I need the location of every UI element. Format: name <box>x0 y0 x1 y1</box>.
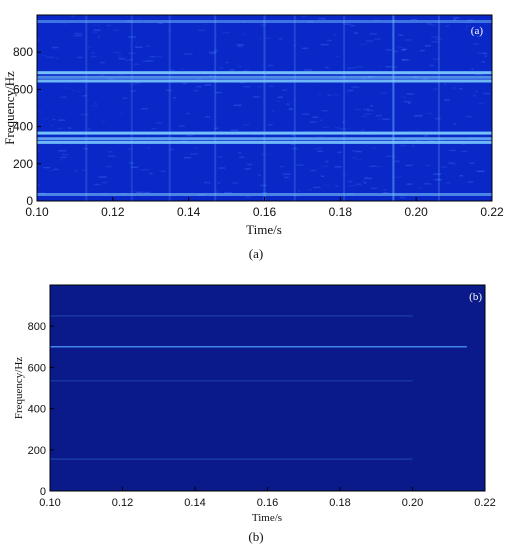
x-tick-label-a-5: 0.20 <box>404 205 428 219</box>
y-tick-label-a-1: 200 <box>13 157 33 171</box>
panel-a-tag: (a) <box>471 25 484 37</box>
y-tick-label-a-3: 600 <box>13 82 33 96</box>
frequency-band-b-1 <box>50 380 413 382</box>
time-marker-a-0 <box>85 15 88 201</box>
caption-b: (b) <box>248 529 263 544</box>
time-marker-a-5 <box>293 15 296 201</box>
time-marker-a-8 <box>437 15 440 201</box>
caption-a: (a) <box>249 246 263 261</box>
time-marker-a-7 <box>392 15 395 201</box>
y-tick-label-b-2: 400 <box>28 404 46 416</box>
y-tick-label-b-1: 200 <box>28 445 46 457</box>
frequency-band-b-2 <box>50 346 467 348</box>
y-tick-label-b-3: 600 <box>28 362 46 374</box>
y-tick-label-a-2: 400 <box>13 120 33 134</box>
spectrogram-a-marks <box>37 15 492 201</box>
frequency-band-a-6 <box>37 71 492 75</box>
x-axis-a-label: Time/s <box>246 222 282 237</box>
panel-a: (a) 0.10 0.12 0.14 0.16 0.18 0.20 0.22 0 200 400… <box>2 14 504 261</box>
x-tick-label-a-2: 0.14 <box>177 205 201 219</box>
time-marker-a-4 <box>263 15 266 201</box>
y-axis-a-label: Frequency/Hz <box>2 71 17 145</box>
x-tick-label-a-1: 0.12 <box>101 205 125 219</box>
spectrogram-b-marks <box>50 315 467 460</box>
y-axis-a-ticks: 0 200 400 600 800 <box>13 45 41 208</box>
frequency-band-a-1 <box>37 140 492 144</box>
frequency-band-a-5 <box>37 75 492 79</box>
x-axis-a-ticks: 0.10 0.12 0.14 0.16 0.18 0.20 0.22 <box>25 197 504 219</box>
y-tick-label-b-4: 800 <box>28 321 46 333</box>
x-axis-b-label: Time/s <box>252 512 282 524</box>
frequency-band-a-2 <box>37 137 492 141</box>
y-tick-label-b-0: 0 <box>40 486 46 498</box>
spectrogram-a-background <box>37 15 492 201</box>
x-tick-label-b-0: 0.10 <box>39 497 60 509</box>
frequency-band-a-3 <box>37 131 492 135</box>
x-tick-label-a-6: 0.22 <box>480 205 504 219</box>
x-tick-label-a-0: 0.10 <box>25 205 49 219</box>
frequency-band-b-3 <box>50 315 413 317</box>
y-axis-b-label: Frequency/Hz <box>13 357 25 419</box>
x-tick-label-b-6: 0.22 <box>474 497 495 509</box>
panel-b-tag: (b) <box>469 291 482 303</box>
x-tick-label-b-1: 0.12 <box>112 497 133 509</box>
time-marker-a-2 <box>168 15 171 201</box>
frequency-band-a-4 <box>37 79 492 83</box>
spectrogram-b-background <box>50 285 485 491</box>
time-marker-a-6 <box>343 15 346 201</box>
x-axis-b-ticks: 0.10 0.12 0.14 0.16 0.18 0.20 0.22 <box>39 487 496 509</box>
x-tick-label-b-2: 0.14 <box>184 497 205 509</box>
time-marker-a-1 <box>130 15 133 201</box>
frequency-band-a-7 <box>37 20 492 23</box>
y-axis-b-ticks: 0 200 400 600 800 <box>28 321 54 498</box>
frequency-band-b-0 <box>50 458 413 460</box>
time-marker-a-3 <box>214 15 217 201</box>
x-tick-label-b-5: 0.20 <box>402 497 423 509</box>
y-tick-label-a-0: 0 <box>26 194 33 208</box>
x-tick-label-a-4: 0.18 <box>329 205 353 219</box>
y-tick-label-a-4: 800 <box>13 45 33 59</box>
panel-b: (b) 0.10 0.12 0.14 0.16 0.18 0.20 0.22 0 200 400… <box>13 284 496 544</box>
frequency-band-a-0 <box>37 193 492 196</box>
x-tick-label-a-3: 0.16 <box>253 205 277 219</box>
x-tick-label-b-3: 0.16 <box>257 497 278 509</box>
x-tick-label-b-4: 0.18 <box>329 497 350 509</box>
